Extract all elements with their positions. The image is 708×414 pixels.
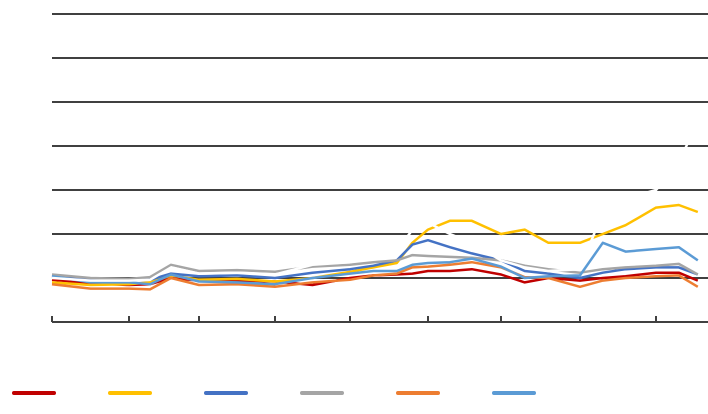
x-tick-label: Dec 17 xyxy=(37,339,72,351)
y-tick-label: 150 xyxy=(20,229,38,241)
series-line-peru xyxy=(51,253,699,281)
x-tick-label: Mar 18 xyxy=(260,339,294,351)
x-tick-label: Jul 18 xyxy=(567,339,596,351)
x-tick-label: May 18 xyxy=(412,339,448,351)
x-tick-label: Feb 18 xyxy=(184,339,218,351)
y-tick-label: 250 xyxy=(20,141,38,153)
legend-label: Chile xyxy=(444,388,469,400)
series-line-chile xyxy=(51,260,699,291)
series-line-russia xyxy=(51,241,699,286)
legend-label: Turkey xyxy=(636,388,670,400)
legend-label: Brazil xyxy=(156,388,184,400)
y-tick-label: 200 xyxy=(20,185,38,197)
series-line-turkey xyxy=(51,119,699,282)
y-tick-label: 100 xyxy=(20,273,38,285)
legend-label: Mexico xyxy=(252,388,287,400)
y-tick-label: 50 xyxy=(26,317,38,329)
x-tick-label: Aug 18 xyxy=(641,339,676,351)
legend-label: Russia xyxy=(540,388,575,400)
x-tick-label: Jun 18 xyxy=(486,339,519,351)
y-tick-label: 300 xyxy=(20,97,38,109)
legend-label: Colombia xyxy=(60,388,107,400)
x-tick-label: Apr 18 xyxy=(336,339,368,351)
x-tick-label: Jan 18 xyxy=(114,339,147,351)
legend-label: Peru xyxy=(348,388,371,400)
y-tick-label: 400 xyxy=(20,9,38,21)
y-tick-label: 350 xyxy=(20,53,38,65)
